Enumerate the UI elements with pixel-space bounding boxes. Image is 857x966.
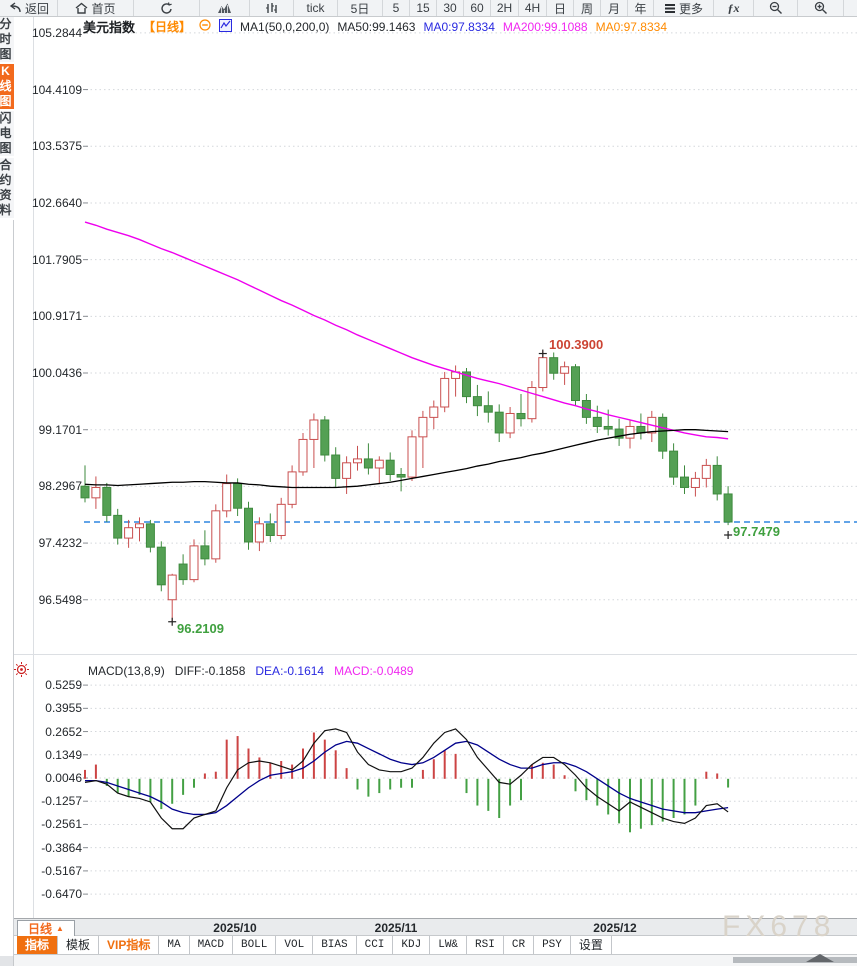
zoom-in-icon <box>814 1 828 15</box>
back-button[interactable]: 返回 <box>0 0 58 16</box>
period-tag: 【日线】 <box>143 20 192 34</box>
fx-indicator-button[interactable]: ƒx <box>714 0 754 16</box>
period-60-button[interactable]: 60 <box>464 0 491 16</box>
indicator-tab-kdj[interactable]: KDJ <box>393 936 431 954</box>
macd-value: MACD:-0.0489 <box>334 663 414 678</box>
ma0-orange-value: MA0:97.8334 <box>595 19 667 34</box>
macd-header: MACD(13,8,9) DIFF:-0.1858 DEA:-0.1614 MA… <box>88 663 413 678</box>
back-arrow-icon <box>8 2 22 14</box>
indicator-tab-lw&[interactable]: LW& <box>430 936 468 954</box>
indicator-tab-cci[interactable]: CCI <box>356 936 394 954</box>
horizontal-scrollbar[interactable] <box>733 957 857 963</box>
ma0-blue-value: MA0:97.8334 <box>423 19 495 34</box>
period-day-button[interactable]: 日 <box>547 0 574 16</box>
xaxis-row: 日线 ▲ 2025/10 2025/11 2025/12 <box>0 918 857 937</box>
period-month-button[interactable]: 月 <box>601 0 628 16</box>
indicator-tab-psy[interactable]: PSY <box>534 936 571 954</box>
xaxis-month-label: 2025/11 <box>374 921 418 935</box>
fx678-watermark: FX678 <box>722 910 836 943</box>
ma50-value: MA50:99.1463 <box>337 19 416 34</box>
period-selector-button[interactable]: 日线 ▲ <box>17 920 75 937</box>
macd-settings-label: MACD(13,8,9) <box>88 663 165 678</box>
ma-settings-label: MA1(50,0,200,0) <box>240 19 330 34</box>
indicator-tab-cr[interactable]: CR <box>503 936 535 954</box>
indicator-tab-vip指标[interactable]: VIP指标 <box>99 936 160 954</box>
refresh-icon <box>160 1 173 15</box>
period-30-button[interactable]: 30 <box>437 0 464 16</box>
collapse-icon[interactable] <box>199 19 211 34</box>
volume-button[interactable] <box>250 0 294 16</box>
indicator-tab-rsi[interactable]: RSI <box>467 936 504 954</box>
xaxis-month-label: 2025/10 <box>213 921 257 935</box>
symbol-name: 美元指数 <box>83 20 136 35</box>
sidebar-tab-contract-info[interactable]: 合约资料 <box>0 158 14 220</box>
mountain-chart-icon <box>217 2 232 14</box>
period-5-button[interactable]: 5 <box>383 0 410 16</box>
dea-value: DEA:-0.1614 <box>255 663 325 678</box>
chart-header: 美元指数 【日线】 MA1(50,0,200,0) MA50:99.1463 M… <box>83 18 667 35</box>
sidebar-tab-lightning-chart[interactable]: 闪电图 <box>0 111 14 158</box>
scrollbar-handle-icon[interactable] <box>806 954 834 962</box>
sidebar-tab-time-chart[interactable]: 分时图 <box>0 17 14 64</box>
bottom-scroll-row <box>0 954 857 966</box>
chart-style-button[interactable] <box>200 0 250 16</box>
home-icon <box>75 2 88 14</box>
diff-value: DIFF:-0.1858 <box>174 663 246 678</box>
zoom-in-button[interactable] <box>798 0 844 16</box>
top-toolbar: 返回 首页 tick 5日 5 15 30 60 2H 4H 日周月年更多 ƒx <box>0 0 857 17</box>
indicator-tab-boll[interactable]: BOLL <box>232 936 277 954</box>
period-4h-button[interactable]: 4H <box>519 0 547 16</box>
chevron-up-icon: ▲ <box>56 924 64 933</box>
indicator-tab-bias[interactable]: BIAS <box>313 936 357 954</box>
scroll-corner <box>0 956 14 966</box>
low-price-label: 96.2109 <box>177 621 224 636</box>
zoom-out-icon <box>769 1 783 15</box>
menu-icon <box>664 3 676 13</box>
period-tick-button[interactable]: tick <box>294 0 338 16</box>
period-2h-button[interactable]: 2H <box>491 0 519 16</box>
indicator-chart-icon[interactable] <box>219 18 233 35</box>
high-price-label: 100.3900 <box>549 337 604 352</box>
volume-bars-icon <box>265 2 279 14</box>
zoom-out-button[interactable] <box>754 0 798 16</box>
xaxis-month-label: 2025/12 <box>593 921 637 935</box>
current-price-label: 97.7479 <box>733 524 780 539</box>
refresh-button[interactable] <box>134 0 200 16</box>
ma200-value: MA200:99.1088 <box>502 19 588 34</box>
indicator-tab-模板[interactable]: 模板 <box>58 936 100 954</box>
period-selector-label: 日线 <box>28 922 53 936</box>
period-year-button[interactable]: 年 <box>628 0 654 16</box>
home-button[interactable]: 首页 <box>58 0 134 16</box>
indicator-tab-vol[interactable]: VOL <box>276 936 314 954</box>
period-5d-button[interactable]: 5日 <box>338 0 383 16</box>
indicator-tab-设置[interactable]: 设置 <box>570 936 612 954</box>
more-button[interactable]: 更多 <box>654 0 714 16</box>
period-15-button[interactable]: 15 <box>410 0 437 16</box>
period-week-button[interactable]: 周 <box>574 0 601 16</box>
indicator-tab-macd[interactable]: MACD <box>189 936 233 954</box>
indicator-tabs-row: 指标 模板 VIP指标 MA MACD BOLL VOL BIAS CCI KDJ LW& RSI CR… <box>0 936 857 955</box>
indicator-tab-指标[interactable]: 指标 <box>17 936 59 954</box>
indicator-settings-icon[interactable] <box>13 661 30 683</box>
indicator-tab-ma[interactable]: MA <box>159 936 190 954</box>
